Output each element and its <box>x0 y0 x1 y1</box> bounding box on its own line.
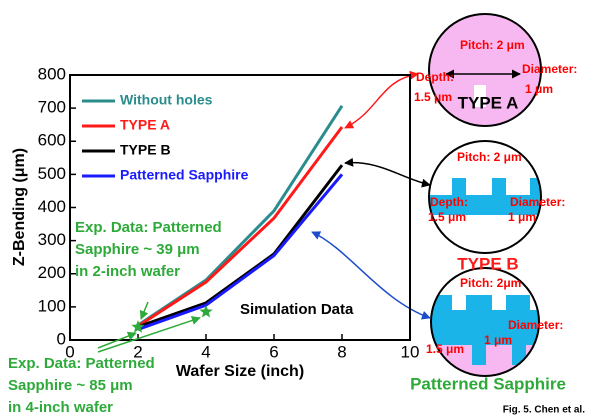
legend-label: TYPE B <box>120 142 171 158</box>
diagram-label: 1.5 μm <box>428 210 466 224</box>
diagram-label: 1 μm <box>508 210 536 224</box>
diagram-label: Depth: <box>430 195 468 209</box>
diagram-label: Diameter: <box>508 318 563 332</box>
diagram-label: Pitch: 2 μm <box>457 150 522 164</box>
x-tick-label: 4 <box>201 342 210 361</box>
diagram-label: 1 μm <box>525 82 553 96</box>
legend-label: TYPE A <box>120 117 170 133</box>
y-tick-label: 200 <box>38 263 66 282</box>
annotation: Exp. Data: Patterned <box>8 355 155 372</box>
annotation: Exp. Data: Patterned <box>75 219 222 236</box>
annotation: in 2-inch wafer <box>75 263 180 280</box>
diagram-label: 1.5 μm <box>414 90 452 104</box>
legend-label: Patterned Sapphire <box>120 167 249 183</box>
legend-label: Without holes <box>120 92 213 108</box>
y-tick-label: 500 <box>38 164 66 183</box>
diagram-label: Pitch: 2 μm <box>460 38 525 52</box>
annotation: Sapphire ~ 85 μm <box>8 377 133 394</box>
exp-arrow <box>141 302 148 319</box>
page: Pitch: 2 μm Depth: 1.5 μm Diameter: 1 μm… <box>0 0 590 418</box>
diagram-label: 1 μm <box>484 333 512 347</box>
series-line <box>138 106 342 325</box>
annotation: in 4-inch wafer <box>8 399 113 416</box>
y-tick-label: 600 <box>38 131 66 150</box>
y-axis-label: Z-Bending (μm) <box>11 148 28 266</box>
arrow <box>345 74 418 128</box>
annotation: Sapphire ~ 39 μm <box>75 241 200 258</box>
diagram-label: Pitch: 2μm <box>460 276 521 290</box>
x-tick-label: 10 <box>401 342 420 361</box>
diagram-label: 1.5 μm <box>426 342 464 356</box>
diagram-title: Patterned Sapphire <box>410 374 566 393</box>
diagram-title: TYPE A <box>458 93 519 112</box>
diagram-title: TYPE B <box>457 254 518 273</box>
y-tick-label: 400 <box>38 197 66 216</box>
y-tick-label: 300 <box>38 230 66 249</box>
caption: Fig. 5. Chen et al. <box>503 405 585 416</box>
x-tick-label: 8 <box>337 342 346 361</box>
y-tick-label: 100 <box>38 296 66 315</box>
diagram-label: Diameter: <box>522 62 577 76</box>
y-tick-label: 800 <box>38 64 66 83</box>
x-axis-label: Wafer Size (inch) <box>176 363 304 380</box>
y-tick-label: 700 <box>38 98 66 117</box>
x-tick-label: 6 <box>269 342 278 361</box>
diagram-label: Depth: <box>416 70 454 84</box>
arrow <box>345 163 430 185</box>
diagram-label: Diameter: <box>510 195 565 209</box>
annotation: Simulation Data <box>240 301 354 318</box>
